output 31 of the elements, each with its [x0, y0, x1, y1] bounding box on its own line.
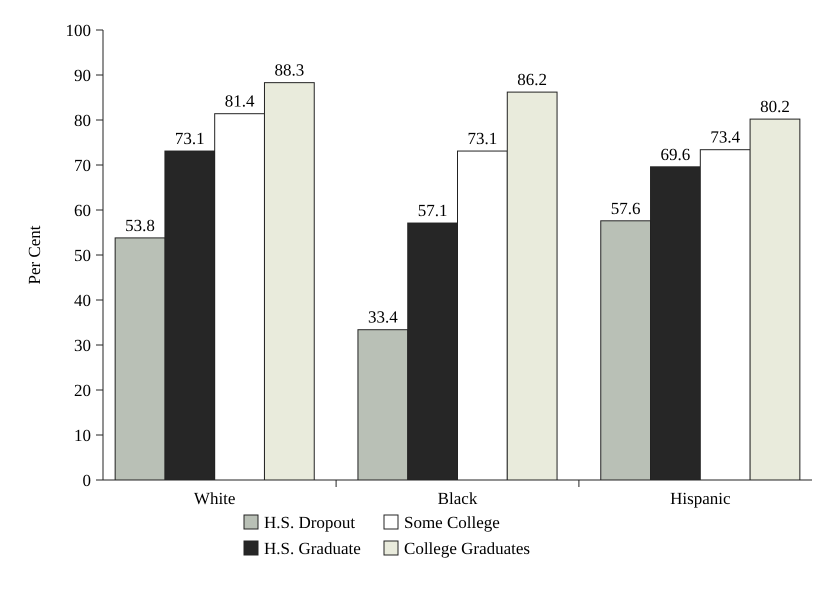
data-label: 53.8 — [125, 216, 155, 235]
y-tick-label: 100 — [66, 20, 91, 40]
data-label: 81.4 — [224, 92, 255, 111]
legend-label: H.S. Dropout — [264, 512, 356, 532]
legend-label: College Graduates — [404, 538, 530, 558]
y-axis-title: Per Cent — [25, 225, 44, 285]
y-tick-label: 60 — [74, 200, 91, 220]
y-tick-label: 70 — [74, 156, 91, 175]
legend-label: H.S. Graduate — [264, 538, 361, 558]
y-tick-label: 50 — [74, 246, 91, 265]
data-label: 73.4 — [710, 128, 741, 147]
y-tick-label: 80 — [74, 110, 91, 130]
y-tick-label: 10 — [74, 426, 91, 445]
data-label: 86.2 — [517, 70, 548, 90]
data-label: 69.6 — [660, 144, 690, 164]
data-label: 33.4 — [368, 308, 398, 327]
y-tick-label: 40 — [74, 290, 91, 310]
legend-label: Some College — [404, 512, 500, 532]
data-label: 73.1 — [468, 129, 498, 148]
x-tick-label: Hispanic — [670, 489, 731, 508]
y-tick-label: 0 — [82, 470, 91, 490]
x-tick-label: Black — [438, 489, 478, 508]
data-label: 80.2 — [760, 97, 790, 116]
x-tick-label: White — [194, 489, 236, 508]
data-label: 57.6 — [610, 198, 641, 218]
y-tick-label: 20 — [74, 380, 91, 400]
y-tick-label: 30 — [74, 336, 91, 355]
data-label: 88.3 — [274, 60, 304, 80]
data-label: 57.1 — [418, 201, 448, 220]
y-tick-label: 90 — [74, 66, 91, 85]
data-label: 73.1 — [174, 129, 205, 148]
